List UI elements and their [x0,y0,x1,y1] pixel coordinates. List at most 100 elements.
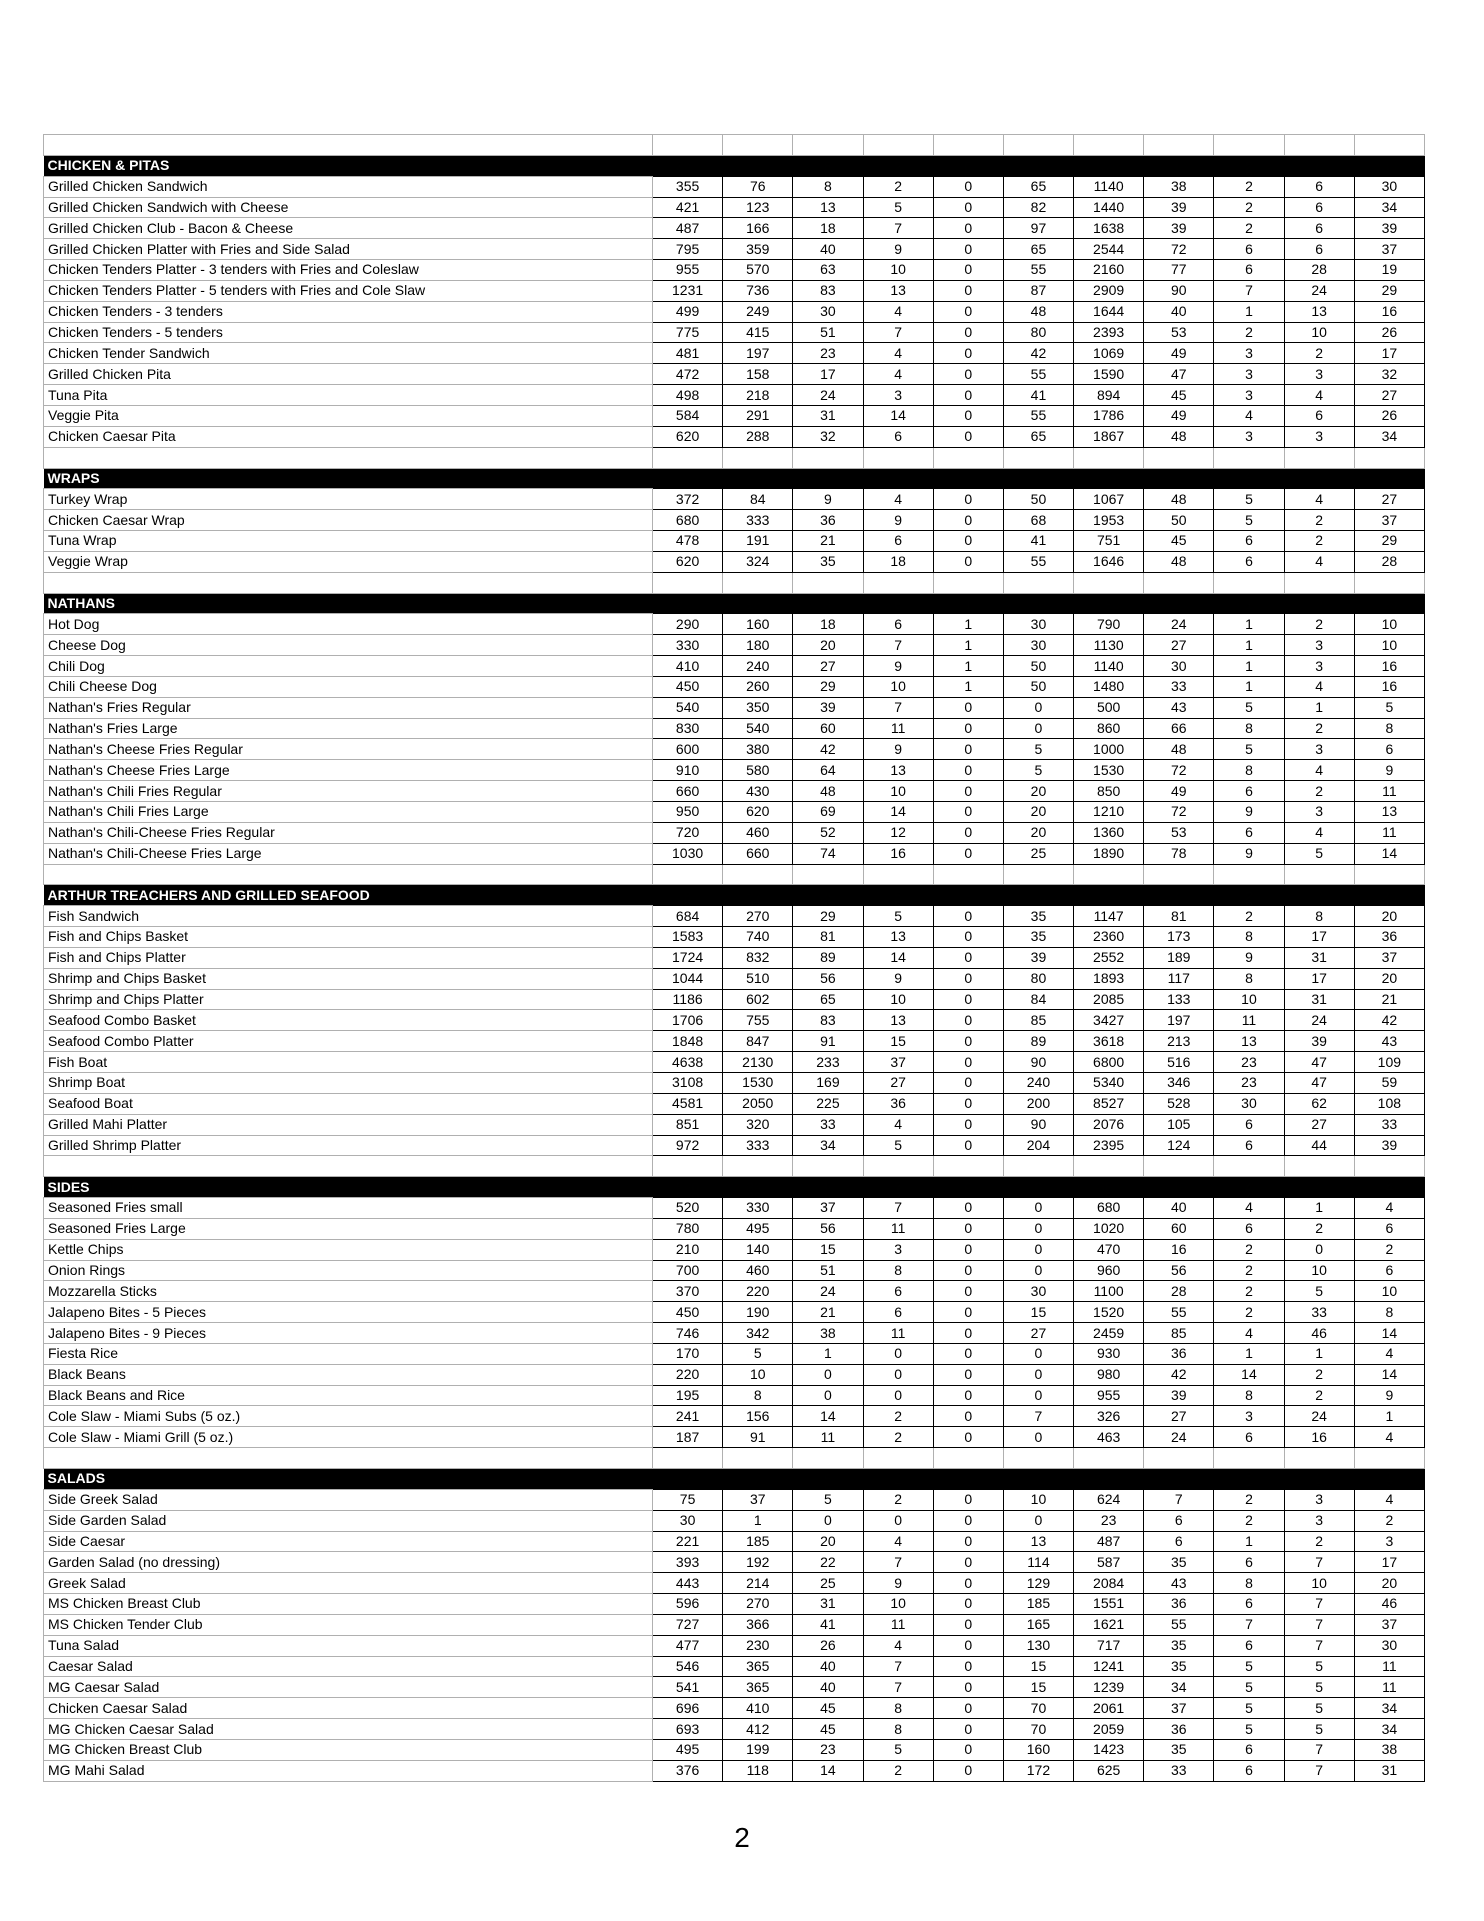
item-name: Garden Salad (no dressing) [43,1551,653,1574]
nutrition-value: 68 [1002,509,1075,532]
nutrition-value: 8 [1283,905,1355,928]
nutrition-value: 546 [651,1655,724,1678]
nutrition-value: 14 [792,1759,864,1782]
nutrition-value: 6 [1213,1217,1285,1240]
nutrition-value: 13 [862,926,934,948]
nutrition-value: 6 [1213,1426,1285,1449]
nutrition-value: 9 [862,738,934,761]
nutrition-value: 0 [1002,1238,1075,1261]
nutrition-value: 84 [1002,988,1075,1011]
nutrition-value: 11 [1353,821,1426,844]
nutrition-value: 0 [932,1384,1004,1407]
item-name: MS Chicken Breast Club [43,1593,653,1615]
item-name: MG Chicken Caesar Salad [43,1718,653,1740]
nutrition-value: 90 [1002,1113,1075,1136]
blank-cell [1073,446,1145,469]
item-name: Nathan's Cheese Fries Large [43,759,653,782]
nutrition-value: 3 [1283,738,1355,761]
nutrition-value: 5 [862,1134,934,1157]
table-row: Cole Slaw - Miami Subs (5 oz.) 241 156 14 2 0… [43,1405,1426,1428]
nutrition-value: 114 [1002,1551,1075,1574]
nutrition-value: 14 [1353,1322,1426,1344]
nutrition-value: 20 [1353,905,1426,928]
nutrition-value: 10 [722,1363,794,1386]
item-name: Fiesta Rice [43,1342,653,1365]
nutrition-value: 11 [1353,1655,1426,1678]
blank-row [43,1447,1426,1469]
nutrition-value: 17 [1353,342,1426,365]
nutrition-value: 51 [792,1259,864,1282]
nutrition-value: 584 [651,404,724,427]
nutrition-value: 249 [722,300,794,323]
nutrition-value: 140 [722,1238,794,1261]
nutrition-value: 83 [792,279,864,302]
nutrition-value: 5 [862,905,934,928]
nutrition-value: 365 [722,1655,794,1678]
table-row: Chicken Caesar Wrap 680 333 36 9 0 68 1953 50 5 2 3… [43,509,1426,532]
nutrition-value: 2 [1213,1301,1285,1324]
blank-cell [1353,134,1426,156]
nutrition-value: 333 [722,509,794,532]
nutrition-value: 421 [651,196,724,219]
nutrition-value: 20 [1002,780,1075,802]
item-name: Nathan's Chili-Cheese Fries Large [43,842,653,865]
nutrition-value: 1067 [1073,488,1145,511]
item-name: MS Chicken Tender Club [43,1613,653,1636]
item-name: Seafood Boat [43,1092,653,1115]
nutrition-value: 118 [722,1759,794,1782]
blank-cell [722,134,794,156]
table-row: Greek Salad 443 214 25 9 0 129 2084 43 8 10 20 [43,1572,1426,1595]
nutrition-value: 35 [792,550,864,573]
item-name: Onion Rings [43,1259,653,1282]
nutrition-value: 49 [1143,780,1215,802]
blank-row [43,134,1426,156]
nutrition-value: 5 [1283,1718,1355,1740]
nutrition-value: 14 [862,946,934,969]
nutrition-value: 1520 [1073,1301,1145,1324]
nutrition-value: 460 [722,821,794,844]
nutrition-value: 17 [792,363,864,386]
nutrition-value: 185 [722,1530,794,1553]
nutrition-value: 180 [722,634,794,657]
nutrition-value: 2059 [1073,1718,1145,1740]
nutrition-value: 0 [932,1280,1004,1303]
nutrition-value: 64 [792,759,864,782]
nutrition-value: 220 [722,1280,794,1303]
nutrition-value: 55 [1143,1301,1215,1324]
blank-cell [1143,571,1215,594]
blank-cell [1353,571,1426,594]
nutrition-value: 31 [792,1593,864,1615]
nutrition-value: 9 [862,509,934,532]
nutrition-value: 620 [651,550,724,573]
nutrition-value: 0 [932,1572,1004,1595]
nutrition-value: 5 [1213,1718,1285,1740]
nutrition-value: 21 [1353,988,1426,1011]
nutrition-value: 832 [722,946,794,969]
nutrition-value: 11 [862,1613,934,1636]
nutrition-value: 2 [1213,1238,1285,1261]
nutrition-value: 430 [722,780,794,802]
nutrition-value: 166 [722,217,794,240]
nutrition-value: 14 [862,404,934,427]
blank-cell [43,1447,653,1469]
item-name: Chicken Tenders - 3 tenders [43,300,653,323]
table-row: Side Caesar 221 185 20 4 0 13 487 6 1 2 3 [43,1530,1426,1553]
nutrition-value: 39 [792,696,864,719]
nutrition-value: 910 [651,759,724,782]
nutrition-value: 60 [792,717,864,740]
item-name: Nathan's Fries Regular [43,696,653,719]
nutrition-value: 1 [792,1342,864,1365]
nutrition-value: 204 [1002,1134,1075,1157]
nutrition-value: 4 [1283,759,1355,782]
nutrition-value: 1 [932,655,1004,677]
nutrition-value: 3 [1213,1405,1285,1428]
blank-cell [1353,446,1426,469]
nutrition-value: 189 [1143,946,1215,969]
nutrition-value: 33 [1143,675,1215,698]
nutrition-value: 4581 [651,1092,724,1115]
nutrition-value: 33 [1353,1113,1426,1136]
nutrition-value: 90 [1143,279,1215,302]
blank-cell [792,446,864,469]
blank-cell [862,134,934,156]
nutrition-value: 53 [1143,321,1215,344]
